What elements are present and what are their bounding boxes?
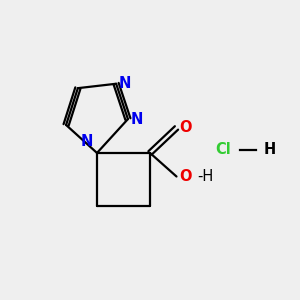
Text: N: N <box>118 76 131 91</box>
Text: N: N <box>130 112 142 127</box>
Text: Cl: Cl <box>216 142 232 158</box>
Text: H: H <box>263 142 276 158</box>
Text: O: O <box>179 120 191 135</box>
Text: -H: -H <box>197 169 213 184</box>
Text: N: N <box>81 134 94 149</box>
Text: O: O <box>179 169 191 184</box>
